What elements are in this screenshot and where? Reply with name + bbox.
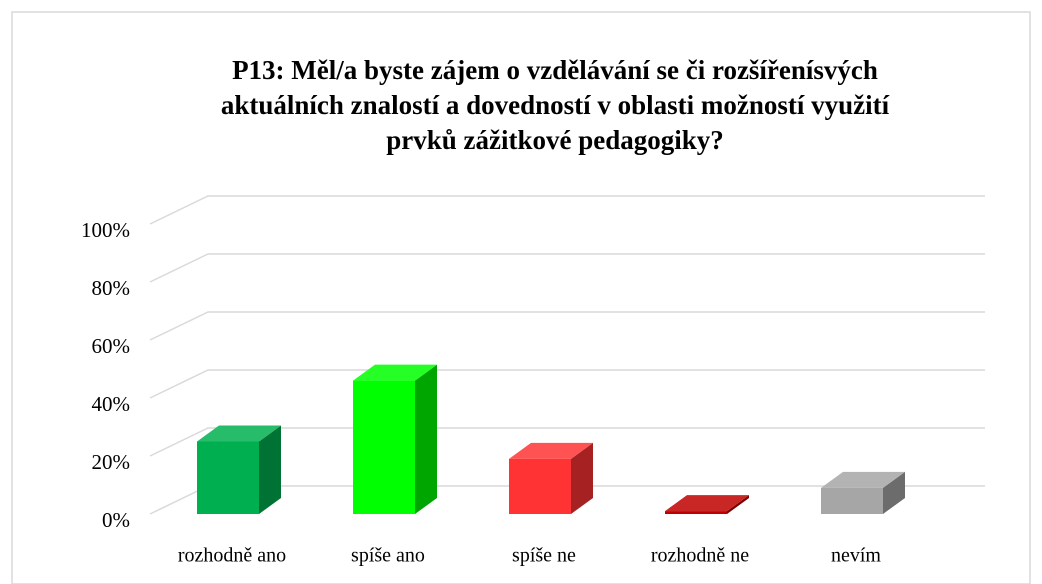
- x-tick-label: spíše ne: [512, 545, 576, 567]
- x-tick-label: nevím: [831, 545, 881, 567]
- bar-side: [883, 471, 905, 514]
- bar-side: [415, 364, 437, 514]
- bar-side: [571, 442, 593, 514]
- y-tick-label: 0%: [102, 508, 130, 532]
- x-tick-label: spíše ano: [351, 545, 425, 567]
- chart-title: aktuálních znalostí a dovedností v oblas…: [221, 90, 890, 120]
- bar-side: [727, 495, 749, 514]
- bar-top: [821, 471, 905, 488]
- bar-side: [259, 425, 281, 514]
- chart-title: P13: Měl/a byste zájem o vzdělávání se č…: [232, 55, 878, 85]
- grid-line: [149, 195, 985, 225]
- x-tick-label: rozhodně ano: [178, 545, 286, 567]
- bar: [665, 511, 727, 514]
- grid-line: [149, 253, 985, 283]
- grid-line: [149, 311, 985, 341]
- y-tick-label: 20%: [92, 450, 131, 474]
- y-tick-label: 40%: [92, 392, 131, 416]
- bar-top: [197, 425, 281, 442]
- chart-title: prvků zážitkové pedagogiky?: [386, 125, 724, 155]
- y-tick-label: 100%: [81, 218, 130, 242]
- bar: [197, 441, 259, 514]
- bar: [821, 487, 883, 514]
- grid-line: [149, 369, 985, 399]
- x-tick-label: rozhodně ne: [651, 545, 749, 567]
- bar-top: [353, 364, 437, 381]
- y-tick-label: 80%: [92, 276, 131, 300]
- y-tick-label: 60%: [92, 334, 131, 358]
- bar: [353, 380, 415, 514]
- bar-top: [665, 495, 749, 512]
- bar-top: [509, 442, 593, 459]
- grid-line: [149, 427, 985, 457]
- bar: [509, 458, 571, 514]
